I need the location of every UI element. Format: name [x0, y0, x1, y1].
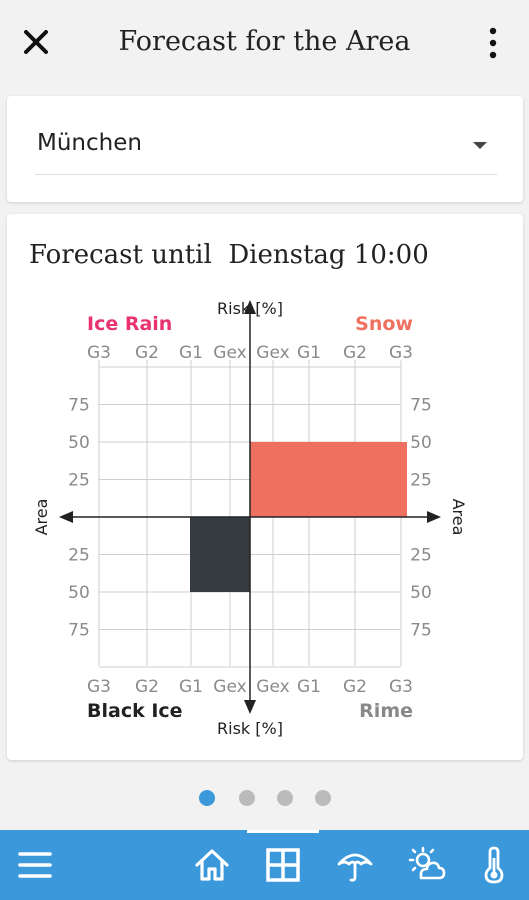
page-dot-2[interactable] [239, 790, 255, 806]
y-axis-arrow-up [244, 300, 256, 314]
quadrant-label-ice-rain: Ice Rain [87, 313, 172, 335]
risk-tick-bottom-right: G3 [389, 677, 413, 697]
top-app-bar: Forecast for the Area [0, 0, 529, 88]
weather-icon[interactable] [408, 846, 446, 884]
menu-icon[interactable] [16, 846, 54, 884]
y-axis-label-top: Risk [%] [217, 299, 283, 318]
area-tick-right-lower: 25 [410, 546, 432, 566]
risk-tick-bottom-right: G2 [343, 677, 367, 697]
thermometer-icon[interactable] [475, 846, 513, 884]
risk-tick-top-left: G2 [135, 343, 159, 363]
page-dot-3[interactable] [277, 790, 293, 806]
forecast-title: Forecast until Dienstag 10:00 [29, 240, 429, 270]
quadrant-label-black-ice: Black Ice [87, 700, 183, 722]
area-tick-right-lower: 50 [410, 583, 432, 603]
risk-tick-top-left: G1 [179, 343, 203, 363]
page-title: Forecast for the Area [118, 26, 411, 57]
risk-tick-bottom-right: G1 [297, 677, 321, 697]
forecast-date: Dienstag 10:00 [228, 240, 429, 270]
risk-chart: Risk [%] Risk [%] Area Area G3 G3 G2 G2 G1 G1 Gex G… [32, 299, 468, 738]
quadrant-label-snow: Snow [355, 313, 413, 335]
close-icon[interactable] [20, 26, 52, 58]
area-tick-left-lower: 75 [68, 621, 90, 641]
area-tick-left-upper: 50 [68, 433, 90, 453]
risk-tick-top-left: G3 [87, 343, 111, 363]
area-tick-right-upper: 75 [410, 396, 432, 416]
risk-tick-bottom-left: G3 [87, 677, 111, 697]
risk-tick-top-left: Gex [213, 343, 246, 363]
selected-tab-indicator [247, 830, 319, 833]
page-dot-4[interactable] [315, 790, 331, 806]
page-indicator [0, 790, 529, 808]
area-tick-left-lower: 25 [68, 546, 90, 566]
y-axis-arrow-down [244, 700, 256, 714]
area-tick-left-upper: 25 [68, 471, 90, 491]
x-axis-label-left: Area [32, 499, 51, 536]
risk-tick-bottom-left: G1 [179, 677, 203, 697]
bottom-navigation [0, 830, 529, 900]
risk-tick-bottom-left: G2 [135, 677, 159, 697]
page-dot-1[interactable] [199, 790, 215, 806]
more-vert-icon[interactable] [483, 26, 503, 60]
bar-top-right [250, 442, 407, 517]
area-tick-left-upper: 75 [68, 396, 90, 416]
area-tick-left-lower: 50 [68, 583, 90, 603]
area-tick-right-upper: 25 [410, 471, 432, 491]
risk-tick-top-right: G1 [297, 343, 321, 363]
bar-bottom-left [190, 517, 250, 592]
risk-tick-top-right: G2 [343, 343, 367, 363]
y-axis-label-bottom: Risk [%] [217, 719, 283, 738]
forecast-title-prefix: Forecast until [29, 240, 221, 270]
area-tick-right-lower: 75 [410, 621, 432, 641]
city-select[interactable]: München [35, 126, 497, 175]
risk-tick-bottom-left: Gex [213, 677, 246, 697]
x-axis-label-right: Area [449, 499, 468, 536]
x-axis-arrow-left [59, 511, 73, 523]
forecast-card: Forecast until Dienstag 10:00 Risk [%] Ri… [7, 214, 523, 760]
area-tick-right-upper: 50 [410, 433, 432, 453]
risk-tick-top-right: G3 [389, 343, 413, 363]
chevron-down-icon[interactable] [473, 142, 487, 149]
risk-tick-top-right: Gex [256, 343, 289, 363]
grid-icon[interactable] [264, 846, 302, 884]
quadrant-label-rime: Rime [359, 700, 413, 722]
city-card: München [7, 96, 523, 202]
home-icon[interactable] [193, 846, 231, 884]
city-select-value: München [37, 130, 142, 156]
umbrella-icon[interactable] [336, 846, 374, 884]
x-axis-arrow-right [427, 511, 441, 523]
risk-tick-bottom-right: Gex [256, 677, 289, 697]
